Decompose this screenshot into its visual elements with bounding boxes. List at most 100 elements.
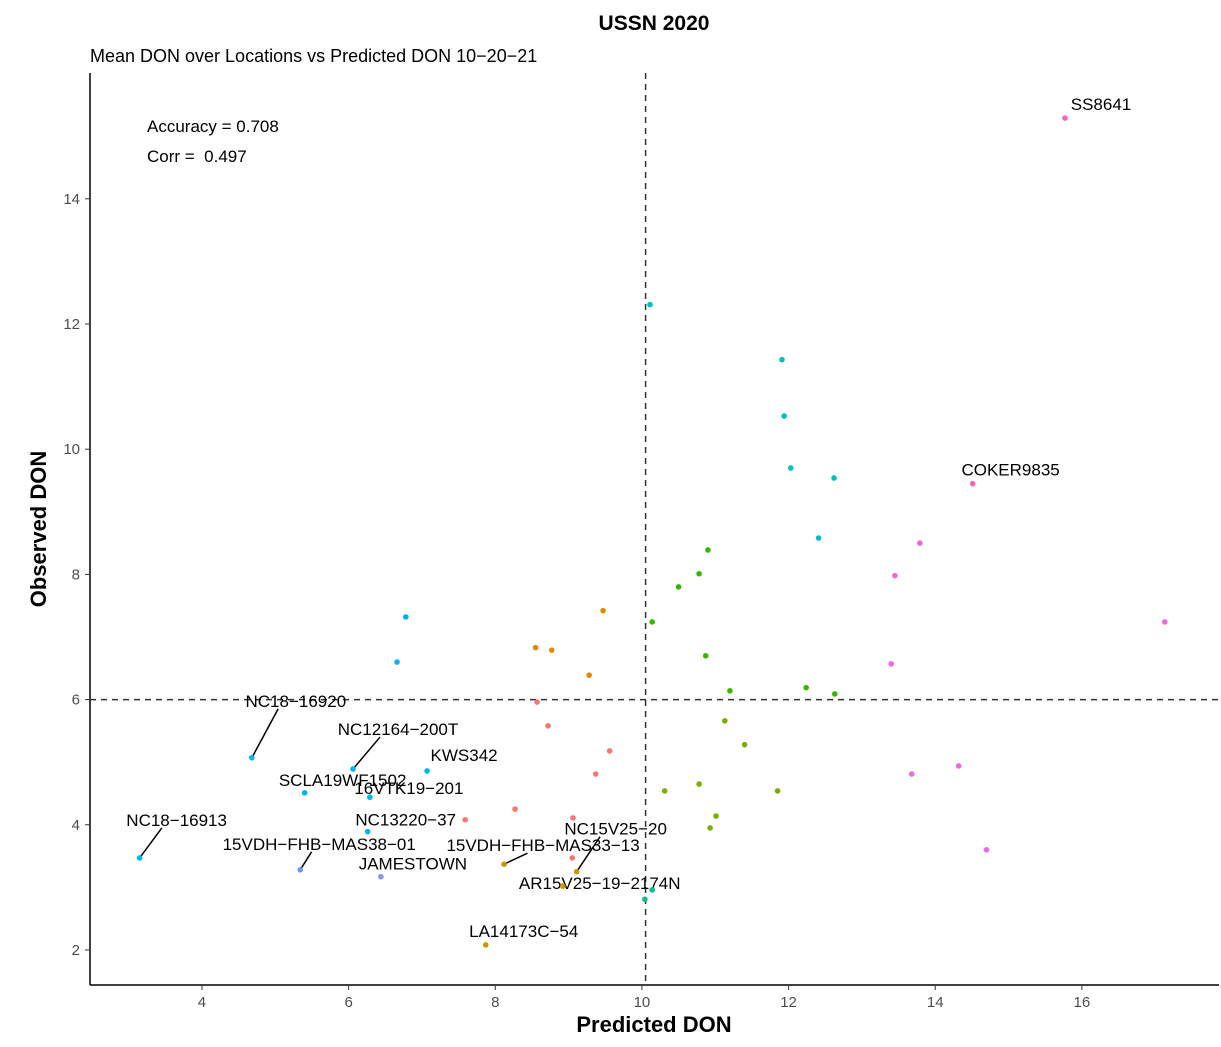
point [917, 540, 923, 546]
point [649, 887, 655, 893]
point [249, 754, 255, 761]
point [727, 688, 733, 694]
x-tick-label: 8 [491, 994, 499, 1011]
point [642, 896, 648, 903]
x-tick-label: 14 [927, 994, 944, 1011]
label-leader [503, 852, 528, 865]
point [559, 883, 566, 889]
point [649, 619, 655, 625]
x-tick-label: 6 [344, 994, 352, 1011]
point [969, 480, 976, 487]
point [741, 741, 748, 748]
point-label: NC13220−37 [355, 811, 456, 830]
point [696, 781, 702, 787]
point [803, 684, 809, 691]
point [462, 816, 469, 823]
point [512, 806, 518, 812]
y-tick-label: 6 [72, 692, 80, 709]
point [364, 828, 371, 835]
point-label: 15VDH−FHB−MAS38−01 [223, 835, 416, 854]
x-tick-label: 16 [1074, 994, 1091, 1011]
point [892, 572, 898, 579]
point [534, 699, 540, 705]
point-label: NC15V25−20 [564, 820, 667, 839]
point [532, 644, 539, 651]
chart-title: USSN 2020 [599, 12, 710, 35]
point [702, 652, 709, 659]
point [721, 718, 728, 724]
point [661, 788, 668, 794]
point [301, 790, 308, 796]
annotation: Accuracy = 0.708 [147, 117, 279, 136]
label-leader [139, 827, 163, 859]
point-label: NC18−16913 [126, 811, 227, 830]
point [569, 855, 576, 861]
point-label: LA14173C−54 [469, 922, 578, 941]
y-tick-label: 14 [63, 191, 80, 208]
x-axis-title: Predicted DON [576, 1012, 731, 1037]
point-label: 15VDH−FHB−MAS33−13 [446, 836, 639, 855]
annotation: Corr = 0.497 [147, 147, 247, 166]
point [586, 672, 592, 678]
y-tick-label: 8 [72, 566, 80, 583]
x-tick-label: 4 [198, 994, 206, 1011]
point [779, 356, 785, 363]
point [774, 788, 781, 794]
point [705, 547, 711, 553]
y-tick-label: 4 [72, 817, 80, 834]
point-label: JAMESTOWN [359, 855, 467, 874]
label-leader [251, 708, 279, 759]
point [367, 794, 373, 801]
point-label: KWS342 [431, 746, 498, 765]
label-leader [352, 736, 381, 770]
label-leader [299, 851, 313, 871]
point-label: AR15V25−19−2174N [519, 874, 681, 893]
point [1062, 115, 1068, 121]
label-leader [576, 836, 601, 873]
point [675, 584, 682, 590]
y-tick-label: 12 [63, 316, 80, 333]
x-tick-label: 10 [634, 994, 651, 1011]
point [501, 861, 507, 867]
point-label: SS8641 [1071, 95, 1132, 114]
point [1161, 619, 1168, 625]
y-axis-title: Observed DON [26, 451, 51, 608]
point [908, 771, 915, 777]
x-tick-label: 12 [780, 994, 797, 1011]
y-tick-label: 2 [72, 942, 80, 959]
point [592, 771, 599, 777]
point [831, 475, 837, 481]
y-tick-label: 10 [63, 441, 80, 458]
point [707, 825, 713, 831]
point [136, 855, 143, 861]
point [781, 413, 787, 419]
point-label: SCLA19WF1502 [279, 771, 407, 790]
point [600, 607, 606, 614]
point [647, 301, 653, 308]
point [713, 813, 719, 819]
point [548, 647, 555, 653]
point [403, 614, 409, 620]
point [482, 942, 489, 948]
point [545, 723, 551, 729]
point [297, 867, 304, 873]
point [573, 868, 580, 875]
point [983, 846, 990, 853]
point-label: 16VTK19−201 [354, 779, 463, 798]
point [606, 748, 613, 754]
point-label: COKER9835 [961, 461, 1059, 480]
point [570, 815, 576, 821]
point [955, 763, 962, 769]
point [424, 768, 430, 774]
point [815, 535, 822, 541]
point [394, 659, 400, 665]
point-label: NC12164−200T [338, 720, 459, 739]
point-label: NC18−16920 [245, 692, 346, 711]
point [378, 873, 384, 880]
point [888, 661, 895, 667]
point [787, 465, 794, 471]
point [696, 570, 702, 577]
point [831, 691, 838, 697]
